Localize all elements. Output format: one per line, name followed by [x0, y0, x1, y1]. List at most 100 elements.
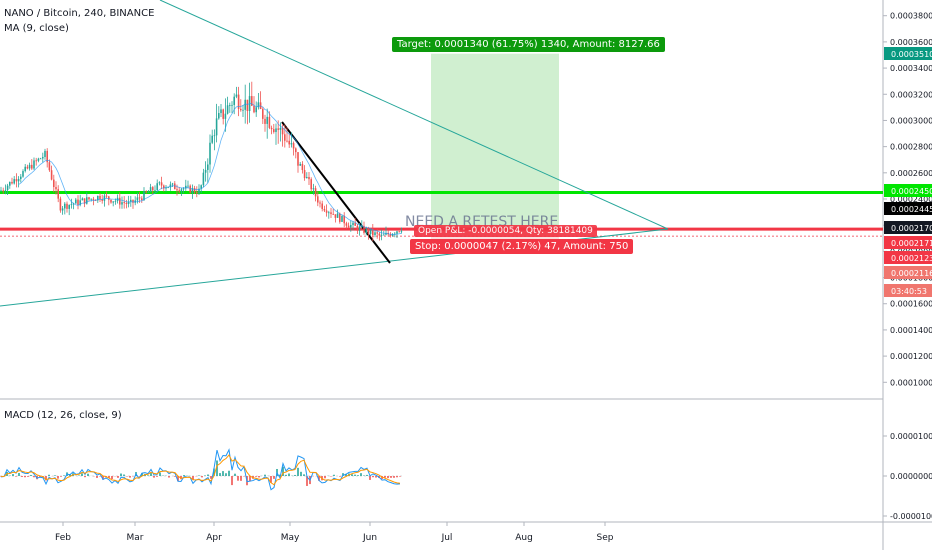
- open-pnl-label[interactable]: Open P&L: -0.0000054, Qty: 38181409: [414, 225, 597, 237]
- macd-histogram-bar: [63, 475, 65, 476]
- price-tick-label: 0.0002400: [890, 195, 932, 204]
- candle-body: [171, 183, 174, 185]
- macd-histogram-bar: [102, 476, 104, 480]
- candle-body: [77, 199, 79, 205]
- macd-histogram-bar: [282, 466, 284, 476]
- candle-body: [350, 224, 352, 228]
- candle-body: [292, 143, 295, 149]
- candle-body: [20, 176, 22, 179]
- macd-histogram-bar: [30, 474, 32, 476]
- candle-body: [165, 187, 167, 189]
- candle-body: [90, 198, 92, 200]
- macd-histogram-bar: [33, 476, 35, 478]
- macd-histogram-bar: [15, 476, 17, 477]
- macd-histogram-bar: [54, 475, 56, 476]
- price-badge: [884, 221, 932, 234]
- candle-body: [244, 99, 246, 110]
- price-tick-label: 0.0001200: [890, 352, 932, 361]
- macd-histogram-bar: [213, 468, 215, 476]
- macd-histogram-bar: [222, 471, 224, 476]
- downtrend-line: [281, 121, 391, 264]
- macd-histogram-bar: [384, 476, 386, 478]
- candle-body: [211, 135, 213, 143]
- candle-body: [237, 94, 240, 109]
- candle-body: [138, 197, 141, 199]
- candle-body: [81, 198, 84, 201]
- macd-histogram-bar: [45, 476, 47, 481]
- candle-body: [264, 118, 266, 124]
- candle-body: [11, 181, 13, 184]
- candle-body: [147, 191, 150, 193]
- candle-body: [400, 231, 403, 233]
- macd-histogram-bar: [81, 473, 83, 476]
- candle-body: [61, 208, 64, 211]
- candle-body: [28, 164, 31, 169]
- candle-body: [341, 215, 343, 222]
- candle-body: [68, 204, 70, 209]
- macd-histogram-bar: [393, 476, 395, 478]
- price-badge: [884, 202, 932, 215]
- candle-body: [204, 169, 207, 173]
- candle-body: [92, 198, 95, 201]
- price-badge: [884, 47, 932, 60]
- price-badge: [884, 251, 932, 264]
- macd-histogram-bar: [192, 476, 194, 480]
- price-tick-label: 0.0001400: [890, 326, 932, 335]
- upper-trendline: [159, 0, 669, 230]
- candle-body: [33, 160, 35, 169]
- macd-histogram-bar: [198, 475, 200, 476]
- candle-body: [226, 105, 229, 114]
- candle-body: [169, 184, 172, 188]
- macd-tick-label: 0.0000100: [890, 432, 932, 441]
- candle-body: [9, 181, 11, 186]
- candle-body: [224, 113, 227, 119]
- candle-body: [13, 179, 15, 184]
- candle-body: [174, 183, 176, 190]
- candle-body: [79, 200, 81, 205]
- candle-body: [193, 188, 196, 193]
- candle-body: [15, 179, 18, 182]
- candle-body: [189, 185, 191, 193]
- candle-body: [231, 104, 233, 106]
- candle-body: [308, 176, 310, 180]
- macd-histogram-bar: [60, 476, 62, 477]
- macd-histogram-bar: [258, 476, 260, 478]
- candle-body: [306, 176, 308, 179]
- candle-body: [209, 142, 211, 165]
- candle-body: [295, 148, 297, 153]
- candle-body: [380, 234, 383, 236]
- target-label[interactable]: Target: 0.0001340 (61.75%) 1340, Amount:…: [392, 37, 665, 52]
- macd-histogram-bar: [375, 476, 377, 478]
- candle-body: [372, 229, 374, 236]
- ma-indicator-label[interactable]: MA (9, close): [4, 23, 69, 34]
- candle-body: [2, 190, 4, 192]
- candle-body: [275, 128, 277, 133]
- candle-body: [55, 187, 57, 190]
- macd-histogram-bar: [150, 473, 152, 476]
- candle-body: [110, 199, 112, 203]
- stop-label[interactable]: Stop: 0.0000047 (2.17%) 47, Amount: 750: [410, 239, 634, 254]
- candle-body: [59, 198, 62, 211]
- candle-body: [39, 158, 42, 160]
- candle-body: [314, 188, 317, 197]
- macd-histogram-bar: [363, 475, 365, 476]
- macd-histogram-bar: [333, 474, 335, 476]
- macd-histogram-bar: [168, 476, 170, 478]
- candle-body: [220, 109, 222, 114]
- candle-body: [391, 234, 394, 236]
- candle-body: [240, 108, 242, 111]
- candle-body: [325, 210, 328, 213]
- candle-body: [376, 232, 378, 234]
- candle-body: [273, 129, 275, 133]
- macd-histogram-bar: [270, 476, 272, 483]
- price-tick-label: 0.0001000: [890, 378, 932, 387]
- candle-body: [105, 195, 108, 197]
- macd-indicator-label[interactable]: MACD (12, 26, close, 9): [4, 410, 122, 421]
- macd-histogram-bar: [228, 470, 230, 476]
- candle-body: [6, 185, 9, 191]
- candle-body: [22, 171, 24, 177]
- candle-body: [108, 196, 110, 200]
- price-badge-text: 03:40:53: [891, 287, 927, 296]
